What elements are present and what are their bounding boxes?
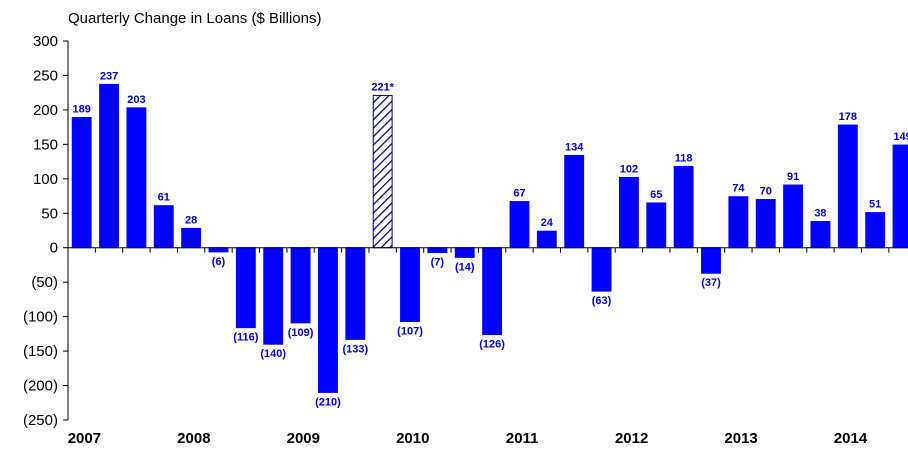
y-axis-ticks: 300 250 200 150 100 50 0 (50) (100) (150) (200) (25… [23,33,68,429]
data-label: (6) [212,256,226,268]
data-label: 91 [787,171,799,183]
bar [701,247,721,274]
bar [755,198,776,249]
x-tick-label: 2010 [396,430,429,447]
data-label: (14) [455,261,475,273]
bar [646,202,667,249]
data-label: (116) [233,332,258,344]
bar [865,212,886,249]
bar [427,247,448,254]
data-label: (37) [701,277,721,289]
data-label: 38 [814,208,826,220]
bar [99,83,119,249]
bar [345,247,366,340]
data-label: 203 [127,94,145,106]
bar [208,247,229,253]
y-tick-label: 250 [33,67,58,84]
bar [181,227,202,249]
data-label: (210) [315,396,341,408]
bar [263,247,284,345]
bar [317,247,338,393]
data-label: (63) [592,295,612,307]
data-label: 67 [513,188,525,200]
data-label: 102 [620,163,638,175]
y-tick-label: 100 [33,171,58,188]
bar [235,247,256,329]
y-tick-label: 300 [33,33,58,50]
data-label: (126) [479,339,505,351]
bar [536,230,557,249]
data-label: 74 [732,183,745,195]
chart-title: Quarterly Change in Loans ($ Billions) [68,10,321,27]
data-label: 118 [675,152,693,164]
data-label: 51 [869,199,881,211]
x-axis-ticks [67,247,890,253]
bar [728,196,749,249]
y-tick-label: 50 [41,205,58,222]
x-tick-label: 2012 [615,430,648,447]
data-label: 28 [185,214,197,226]
data-label: (140) [260,348,286,360]
bar [564,154,585,249]
bars [71,83,908,393]
bar [126,107,147,249]
bar [618,176,639,249]
data-labels: 189 237 203 61 28 (6) (116)(140)(109) (210) (133… [73,70,908,408]
bar [482,247,503,336]
data-label: 65 [650,189,662,201]
y-tick-label: 0 [50,240,58,257]
y-tick-label: (200) [23,378,58,395]
x-tick-label: 2014 [834,430,868,447]
bar [400,247,420,322]
data-label: 70 [760,185,772,197]
data-label: 149 [893,131,908,143]
y-tick-label: (100) [23,309,58,326]
data-label: (109) [288,327,314,339]
bar [892,144,908,249]
bar [837,124,858,249]
bar [810,221,831,249]
data-label: (7) [431,257,445,269]
data-label: 61 [158,192,170,204]
bar [153,205,174,249]
data-label: 221* [371,81,394,93]
y-tick-label: (50) [31,274,58,291]
bar [783,184,804,249]
y-tick-label: 200 [33,102,58,119]
y-tick-label: (250) [23,412,58,429]
data-label: 178 [839,111,857,123]
data-label: (107) [397,325,423,337]
bar [509,201,530,249]
x-tick-label: 2008 [177,430,210,447]
data-label: 189 [73,103,91,115]
x-tick-label: 2007 [68,430,101,447]
data-label: 134 [565,141,584,153]
data-label: (133) [342,343,368,355]
bar [290,247,311,324]
y-tick-label: (150) [23,343,58,360]
bar [454,247,475,258]
y-tick-label: 150 [33,136,58,153]
data-label: 237 [100,70,118,82]
bar [673,165,694,249]
data-label: 24 [541,217,554,229]
x-tick-label: 2013 [724,430,757,447]
bar [71,116,92,249]
bar [591,247,612,292]
bar-hatched [372,94,393,249]
x-axis-year-labels: 2007 2008 2009 2010 2011 2012 2013 2014 [68,430,868,447]
x-tick-label: 2011 [506,430,539,447]
x-tick-label: 2009 [287,430,320,447]
